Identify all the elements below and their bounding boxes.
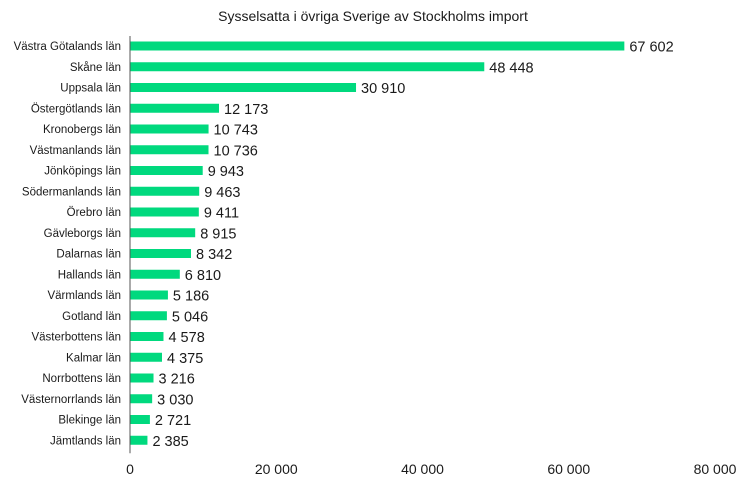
data-label: 9 943	[208, 164, 244, 180]
data-label: 8 342	[196, 247, 232, 263]
x-tick-label: 0	[126, 461, 134, 477]
category-label: Västernorrlands län	[21, 394, 121, 406]
data-label: 12 173	[224, 102, 268, 118]
data-label: 67 602	[629, 40, 673, 56]
bar	[130, 394, 153, 404]
category-label: Södermanlands län	[22, 186, 121, 198]
bar	[130, 62, 485, 72]
category-label: Gävleborgs län	[44, 228, 121, 240]
category-label: Uppsala län	[60, 83, 121, 95]
data-label: 30 910	[361, 81, 405, 97]
bar	[130, 166, 203, 175]
category-label: Gotland län	[62, 311, 121, 323]
bar	[130, 186, 200, 196]
data-label: 3 030	[157, 392, 193, 408]
chart-title: Sysselsatta i övriga Sverige av Stockhol…	[218, 8, 528, 24]
category-label: Västerbottens län	[31, 332, 121, 344]
category-label: Blekinge län	[58, 415, 121, 427]
bar	[130, 228, 196, 238]
bar	[130, 249, 192, 258]
data-label: 2 721	[155, 413, 191, 429]
bar	[130, 352, 162, 362]
category-label: Norrbottens län	[42, 373, 121, 385]
x-tick-label: 40 000	[401, 461, 444, 477]
bar	[130, 332, 164, 341]
data-label: 10 743	[214, 123, 258, 139]
data-label: 5 186	[173, 289, 209, 305]
x-tick-label: 60 000	[547, 461, 590, 477]
data-label: 10 736	[214, 143, 258, 159]
bar	[130, 435, 148, 445]
data-label: 4 375	[167, 351, 203, 367]
bar	[130, 124, 209, 134]
data-label: 4 578	[168, 330, 204, 346]
data-label: 9 463	[204, 185, 240, 201]
data-label: 48 448	[489, 60, 533, 76]
category-label: Östergötlands län	[31, 103, 121, 115]
category-label: Jämtlands län	[50, 435, 121, 447]
bar	[130, 207, 199, 217]
category-label: Västmanlands län	[30, 145, 121, 157]
x-tick-label: 20 000	[255, 461, 298, 477]
category-label: Kronobergs län	[43, 124, 121, 136]
bar	[130, 41, 625, 51]
bar	[130, 373, 154, 383]
bar	[130, 269, 180, 279]
bar	[130, 290, 168, 300]
category-label: Örebro län	[67, 207, 121, 219]
data-label: 6 810	[185, 268, 221, 284]
category-label: Jönköpings län	[44, 166, 121, 178]
data-label: 5 046	[172, 309, 208, 325]
data-label: 3 216	[159, 372, 195, 388]
bar	[130, 415, 150, 424]
category-label: Dalarnas län	[56, 249, 121, 261]
x-tick-label: 80 000	[694, 461, 737, 477]
data-label: 2 385	[152, 434, 188, 450]
bar	[130, 83, 357, 92]
bar	[130, 103, 220, 113]
bar	[130, 311, 167, 321]
category-label: Kalmar län	[66, 352, 121, 364]
category-label: Hallands län	[58, 269, 121, 281]
category-label: Västra Götalands län	[14, 41, 121, 53]
category-label: Skåne län	[70, 62, 121, 74]
data-label: 9 411	[204, 206, 239, 222]
category-label: Värmlands län	[47, 290, 121, 302]
data-label: 8 915	[200, 226, 236, 242]
bar	[130, 145, 209, 155]
